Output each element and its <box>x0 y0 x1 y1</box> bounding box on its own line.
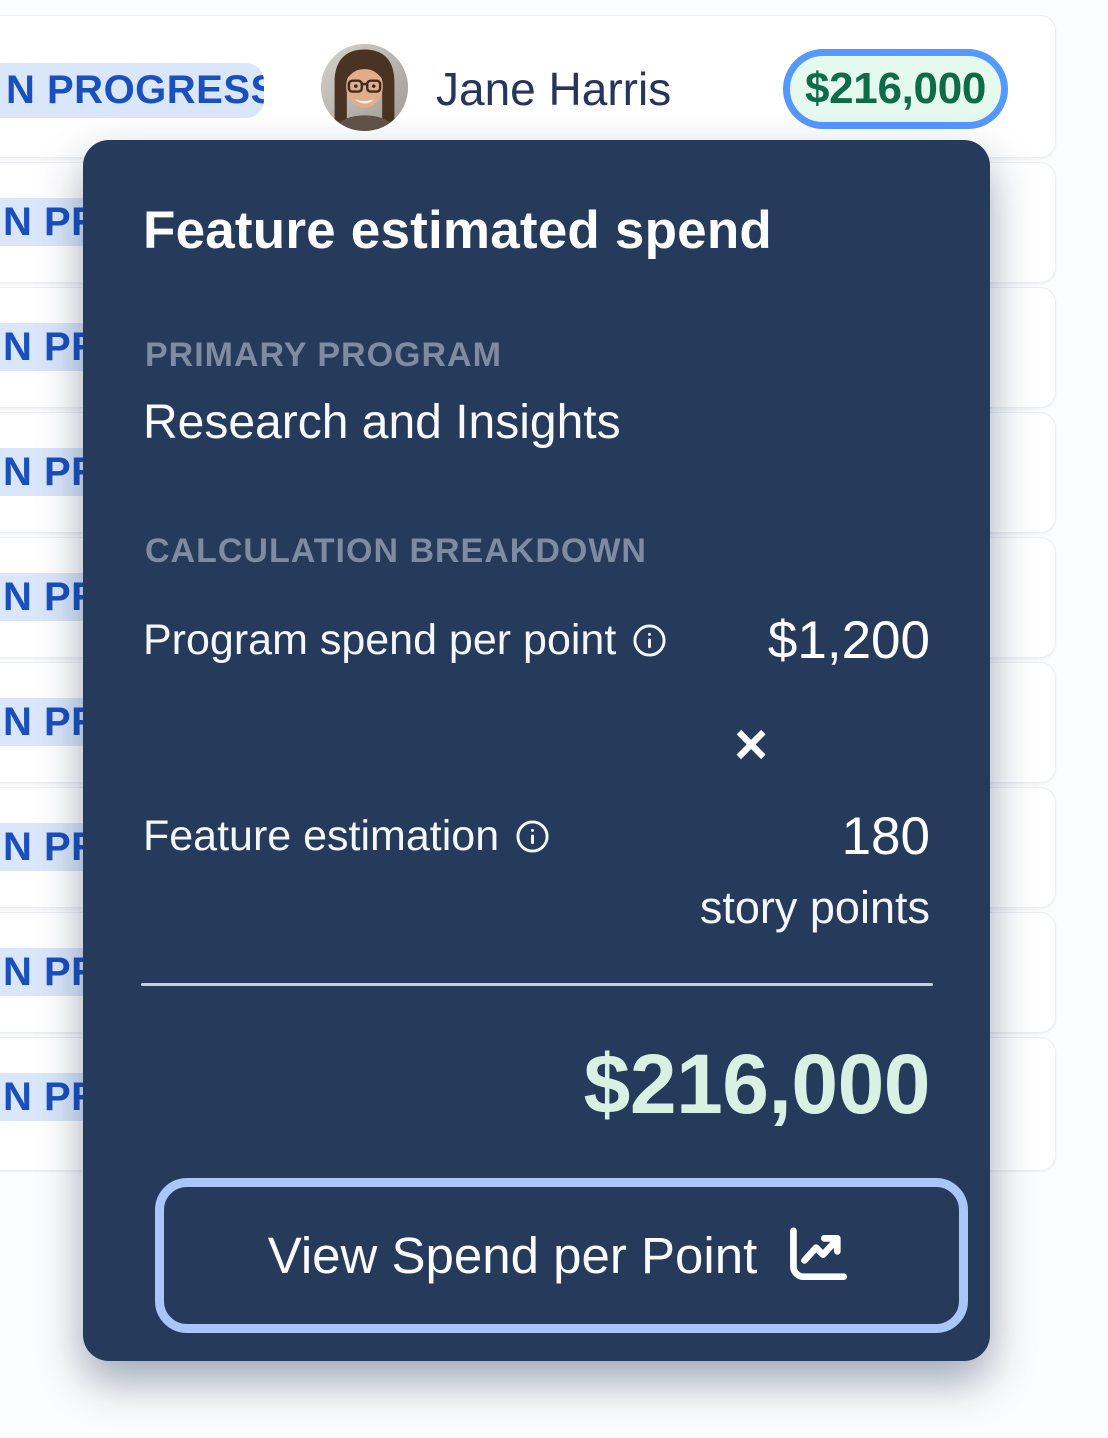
estimated-spend-lozenge[interactable]: $216,000 <box>783 49 1008 129</box>
info-icon[interactable] <box>515 819 550 854</box>
view-spend-per-point-button[interactable]: View Spend per Point <box>155 1178 968 1333</box>
status-badge: N PROGRESS <box>0 63 264 118</box>
feature-estimated-spend-popover: Feature estimated spend PRIMARY PROGRAM … <box>83 140 990 1361</box>
status-badge: N PR <box>0 698 96 746</box>
status-badge: N PR <box>0 948 96 996</box>
info-icon[interactable] <box>632 623 667 658</box>
primary-program-value: Research and Insights <box>143 396 621 449</box>
feature-estimation-row: Feature estimation 180 <box>143 798 930 874</box>
feature-estimation-value: 180 <box>841 806 930 866</box>
user-name: Jane Harris <box>436 63 672 115</box>
divider <box>141 983 933 986</box>
primary-program-label: PRIMARY PROGRAM <box>145 336 502 374</box>
status-badge: N PR <box>0 198 96 246</box>
total-estimated-spend: $216,000 <box>583 1037 931 1131</box>
status-badge: N PR <box>0 823 96 871</box>
avatar <box>321 44 408 131</box>
spend-per-point-value: $1,200 <box>767 610 930 670</box>
feature-estimation-label: Feature estimation <box>143 811 500 860</box>
status-badge: N PR <box>0 448 96 496</box>
table-row-jane-harris[interactable]: N PROGRESS Jane Harr <box>0 15 1056 158</box>
status-badge: N PR <box>0 573 96 621</box>
popover-title: Feature estimated spend <box>143 201 773 260</box>
status-badge: N PR <box>0 323 96 371</box>
spend-per-point-row: Program spend per point $1,200 <box>143 602 930 678</box>
estimated-spend-value: $216,000 <box>804 64 987 113</box>
status-badge: N PR <box>0 1073 96 1121</box>
view-spend-per-point-label: View Spend per Point <box>267 1227 758 1284</box>
calculation-breakdown-label: CALCULATION BREAKDOWN <box>145 532 647 570</box>
story-points-unit: story points <box>699 882 930 933</box>
chart-line-up-icon <box>783 1225 855 1286</box>
multiply-operator: × <box>734 712 768 777</box>
spend-per-point-label: Program spend per point <box>143 615 617 664</box>
